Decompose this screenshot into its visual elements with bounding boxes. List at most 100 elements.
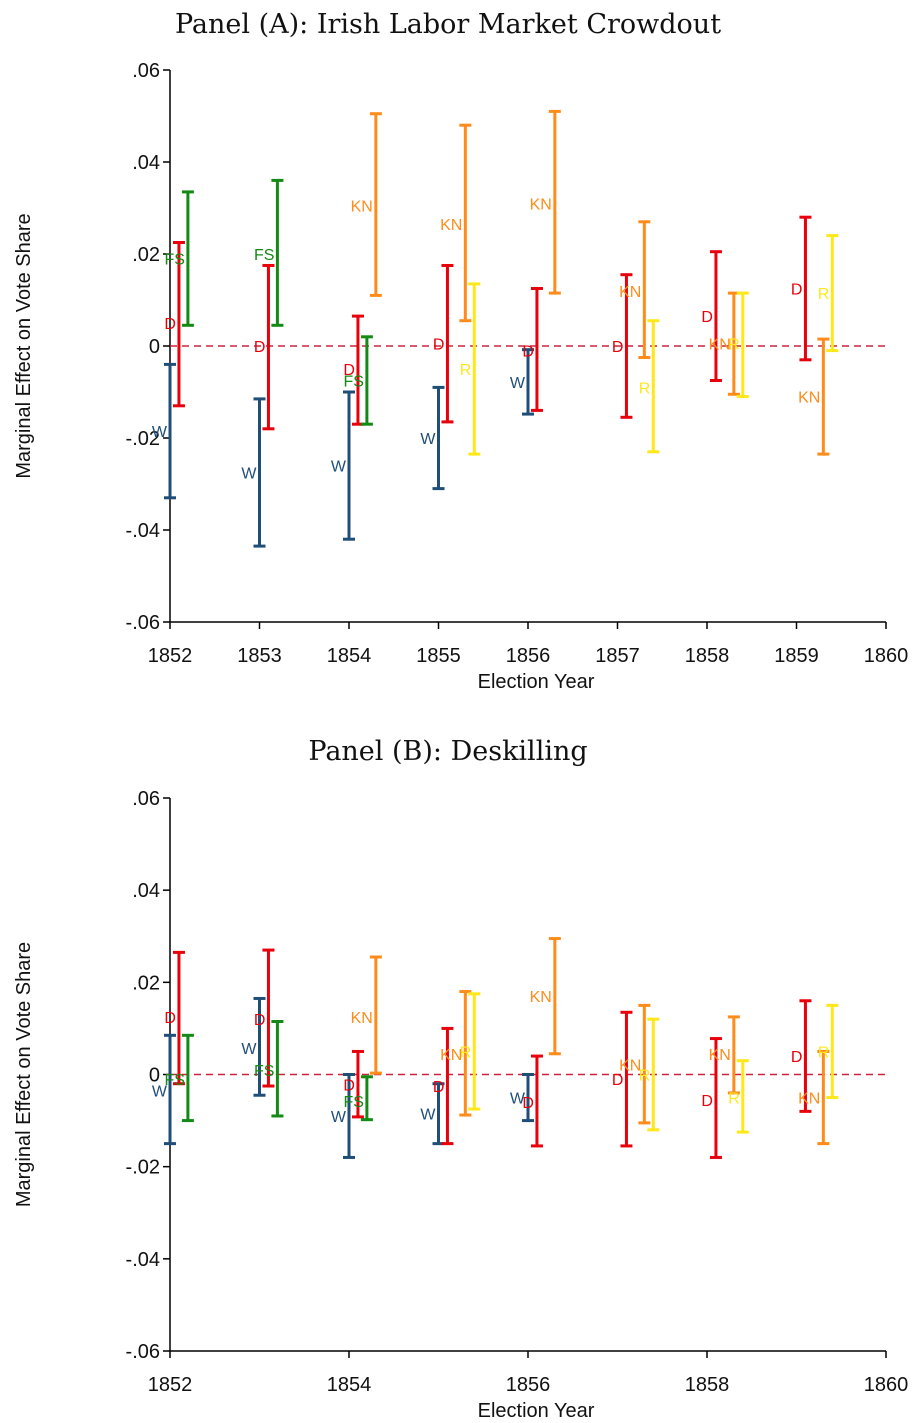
point-label-KN: KN bbox=[440, 217, 462, 234]
errorbar-D: D bbox=[701, 250, 722, 382]
errorbar-R: R bbox=[460, 992, 481, 1111]
point-label-KN: KN bbox=[440, 1047, 462, 1064]
errorbar-KN: KN bbox=[798, 337, 830, 456]
point-label-D: D bbox=[522, 1095, 534, 1112]
chart-title: Panel (B): Deskilling bbox=[308, 736, 587, 767]
errorbar-W: W bbox=[241, 397, 266, 548]
x-tick-label: 1858 bbox=[685, 645, 730, 667]
point-label-R: R bbox=[639, 380, 651, 397]
point-label-FS: FS bbox=[343, 374, 363, 391]
x-tick-label: 1858 bbox=[685, 1374, 730, 1396]
point-label-W: W bbox=[510, 1091, 526, 1108]
errorbar-FS: FS bbox=[164, 190, 194, 327]
errorbar-KN: KN bbox=[619, 1003, 651, 1125]
errorbar-R: R bbox=[639, 319, 660, 454]
point-label-FS: FS bbox=[254, 1063, 274, 1080]
errorbar-W: W bbox=[152, 1033, 176, 1146]
point-label-D: D bbox=[254, 1012, 266, 1029]
x-tick-label: 1860 bbox=[864, 1374, 909, 1396]
errorbar-W: W bbox=[420, 1082, 445, 1146]
errorbar-FS: FS bbox=[254, 1020, 284, 1118]
point-label-D: D bbox=[164, 1010, 176, 1027]
errorbar-D: D bbox=[433, 264, 454, 424]
y-tick-label: -.02 bbox=[126, 428, 160, 450]
y-tick-label: 0 bbox=[149, 1065, 160, 1087]
errorbar-KN: KN bbox=[619, 220, 651, 359]
x-tick-label: 1856 bbox=[506, 1374, 551, 1396]
errorbar-D: D bbox=[791, 999, 812, 1113]
errorbar-R: R bbox=[818, 234, 839, 353]
errorbar-W: W bbox=[510, 1073, 534, 1123]
errorbar-FS: FS bbox=[343, 1075, 373, 1122]
y-tick-label: .04 bbox=[132, 152, 160, 174]
point-label-R: R bbox=[460, 1044, 472, 1061]
point-label-W: W bbox=[331, 459, 347, 476]
point-label-R: R bbox=[460, 362, 472, 379]
chart-title: Panel (A): Irish Labor Market Crowdout bbox=[175, 9, 721, 40]
x-tick-label: 1854 bbox=[327, 645, 372, 667]
point-label-W: W bbox=[152, 1084, 168, 1101]
point-label-D: D bbox=[701, 1093, 713, 1110]
errorbar-R: R bbox=[818, 1003, 839, 1100]
point-label-R: R bbox=[639, 1068, 651, 1085]
errorbar-W: W bbox=[241, 996, 266, 1097]
errorbar-W: W bbox=[331, 1073, 355, 1159]
point-label-W: W bbox=[510, 375, 526, 392]
panel-a: Panel (A): Irish Labor Market Crowdout -.… bbox=[13, 9, 908, 693]
errorbar-R: R bbox=[728, 1059, 749, 1134]
point-label-D: D bbox=[343, 362, 355, 379]
point-label-R: R bbox=[728, 337, 740, 354]
point-label-W: W bbox=[241, 1041, 257, 1058]
errorbar-D: D bbox=[343, 314, 364, 426]
point-label-KN: KN bbox=[530, 989, 552, 1006]
point-label-D: D bbox=[791, 282, 803, 299]
x-tick-label: 1855 bbox=[416, 645, 461, 667]
point-label-D: D bbox=[791, 1049, 803, 1066]
point-label-W: W bbox=[152, 424, 168, 441]
errorbar-D: D bbox=[164, 950, 185, 1086]
x-tick-label: 1852 bbox=[148, 1374, 193, 1396]
y-tick-label: .04 bbox=[132, 880, 160, 902]
errorbar-R: R bbox=[639, 1017, 660, 1132]
y-tick-label: .06 bbox=[132, 788, 160, 810]
errorbar-D: D bbox=[612, 1010, 633, 1148]
point-label-W: W bbox=[331, 1109, 347, 1126]
errorbar-KN: KN bbox=[709, 1015, 740, 1095]
point-label-D: D bbox=[612, 1072, 624, 1089]
point-label-R: R bbox=[818, 286, 830, 303]
errorbar-KN: KN bbox=[351, 955, 382, 1075]
x-tick-label: 1852 bbox=[148, 645, 193, 667]
errorbar-D: D bbox=[254, 264, 275, 431]
errorbar-D: D bbox=[433, 1026, 454, 1146]
x-tick-label: 1854 bbox=[327, 1374, 372, 1396]
errorbar-R: R bbox=[728, 291, 749, 399]
errorbar-W: W bbox=[420, 385, 445, 491]
errorbar-KN: KN bbox=[351, 112, 382, 297]
errorbar-D: D bbox=[343, 1049, 364, 1119]
errorbar-W: W bbox=[331, 390, 355, 541]
point-label-FS: FS bbox=[164, 1072, 184, 1089]
errorbar-FS: FS bbox=[164, 1033, 194, 1123]
errorbar-KN: KN bbox=[440, 990, 472, 1117]
point-label-D: D bbox=[433, 1079, 445, 1096]
errorbar-R: R bbox=[460, 282, 481, 456]
point-label-D: D bbox=[164, 316, 176, 333]
point-label-R: R bbox=[728, 1091, 740, 1108]
x-axis-title: Election Year bbox=[478, 1400, 595, 1422]
point-label-D: D bbox=[343, 1078, 355, 1095]
errorbar-D: D bbox=[791, 215, 812, 362]
errorbar-KN: KN bbox=[798, 1049, 830, 1146]
point-label-FS: FS bbox=[254, 247, 274, 264]
panel-b: Panel (B): Deskilling -.06 -.04 -.02 0 .02 .04… bbox=[13, 736, 908, 1422]
x-tick-label: 1856 bbox=[506, 645, 551, 667]
point-label-KN: KN bbox=[798, 1091, 820, 1108]
point-label-KN: KN bbox=[709, 337, 731, 354]
y-axis-title: Marginal Effect on Vote Share bbox=[13, 213, 35, 478]
point-label-D: D bbox=[701, 309, 713, 326]
x-tick-label: 1853 bbox=[237, 645, 282, 667]
errorbar-FS: FS bbox=[343, 335, 373, 426]
errorbar-D: D bbox=[701, 1037, 722, 1159]
point-label-FS: FS bbox=[164, 252, 184, 269]
point-label-KN: KN bbox=[351, 199, 373, 216]
